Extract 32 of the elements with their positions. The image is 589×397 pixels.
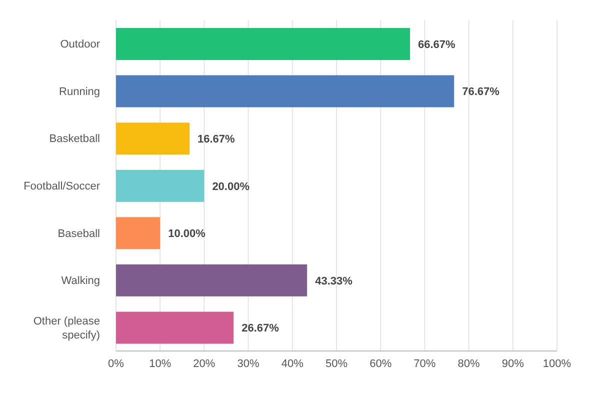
y-tick-label: Walking: [61, 275, 100, 288]
y-tick-label: Football/Soccer: [24, 180, 100, 192]
bar: [116, 264, 308, 296]
x-tick-label: 10%: [149, 358, 172, 370]
data-label: 43.33%: [315, 275, 353, 288]
x-tick-label: 50%: [325, 358, 348, 370]
x-tick-label: 70%: [414, 358, 436, 370]
y-tick-label: Outdoor: [60, 38, 100, 51]
bar: [116, 217, 160, 250]
y-tick-label: Other (please specify): [33, 315, 100, 342]
y-tick-label: Baseball: [58, 228, 100, 240]
x-tick-label: 80%: [458, 358, 480, 370]
x-tick-label: 100%: [542, 358, 572, 370]
y-tick-label: Basketball: [49, 133, 100, 146]
bar: [116, 122, 190, 155]
data-label: 66.67%: [418, 38, 456, 51]
bar: [116, 312, 234, 344]
data-label: 76.67%: [462, 86, 500, 98]
data-label: 10.00%: [168, 228, 206, 240]
data-label: 20.00%: [212, 180, 250, 193]
y-tick-label: Running: [59, 86, 100, 98]
data-label: 26.67%: [242, 322, 280, 335]
bar: [116, 75, 454, 108]
x-tick-label: 40%: [281, 358, 304, 370]
x-tick-label: 30%: [237, 358, 260, 370]
x-tick-label: 60%: [370, 358, 392, 370]
data-label: 16.67%: [198, 133, 236, 146]
x-tick-label: 90%: [502, 358, 524, 370]
x-tick-label: 0%: [108, 358, 124, 370]
x-tick-label: 20%: [193, 358, 216, 370]
bar: [116, 28, 410, 60]
bar: [116, 170, 204, 202]
